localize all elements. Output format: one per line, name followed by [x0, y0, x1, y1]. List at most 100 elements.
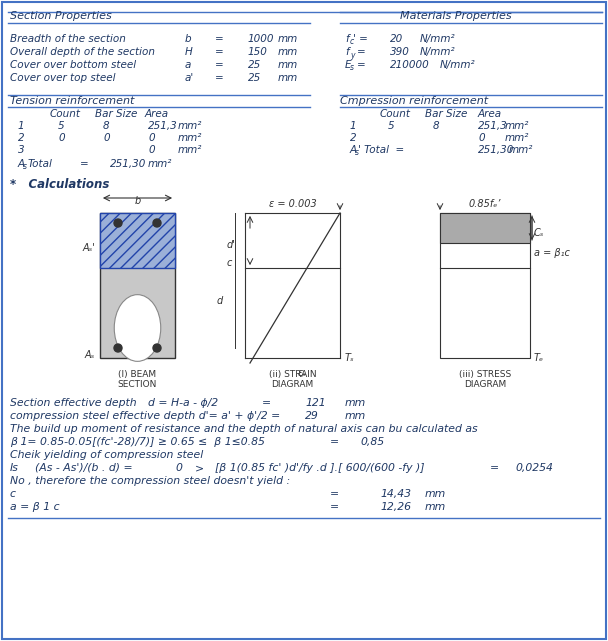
Text: No , therefore the compression steel doesn't yield :: No , therefore the compression steel doe…	[10, 476, 290, 486]
Text: 1000: 1000	[248, 34, 274, 44]
Text: [β 1(0.85 fc' )d'/fy .d ].[ 600/(600 -fy )]: [β 1(0.85 fc' )d'/fy .d ].[ 600/(600 -fy…	[215, 463, 424, 473]
Text: 1: 1	[350, 121, 357, 131]
Circle shape	[153, 344, 161, 352]
Text: Tₑ: Tₑ	[534, 353, 544, 363]
Text: mm²: mm²	[178, 145, 202, 155]
Text: 0: 0	[148, 133, 154, 143]
Text: (I) BEAM: (I) BEAM	[119, 370, 157, 379]
Text: 0: 0	[103, 133, 109, 143]
Text: 0: 0	[478, 133, 485, 143]
Text: 8: 8	[433, 121, 440, 131]
Text: mm: mm	[345, 411, 366, 421]
Text: Cmpression reinforcement: Cmpression reinforcement	[340, 96, 488, 106]
Text: Materials Properties: Materials Properties	[400, 11, 511, 21]
Text: compression steel effective depth d'= a' + ϕ'/2 =: compression steel effective depth d'= a'…	[10, 411, 280, 421]
Text: d = H-a - ϕ/2: d = H-a - ϕ/2	[148, 398, 218, 408]
Circle shape	[153, 219, 161, 227]
Text: 14,43: 14,43	[380, 489, 411, 499]
Text: Bar Size: Bar Size	[95, 109, 137, 119]
Text: Tₛ: Tₛ	[345, 353, 354, 363]
Text: mm: mm	[425, 489, 446, 499]
Text: c: c	[227, 258, 232, 269]
Text: A: A	[18, 159, 25, 169]
Text: Aₛ: Aₛ	[85, 350, 95, 360]
Text: DIAGRAM: DIAGRAM	[271, 380, 314, 389]
Text: mm²: mm²	[505, 121, 530, 131]
Text: 0,0254: 0,0254	[515, 463, 553, 473]
Text: N/mm²: N/mm²	[420, 47, 455, 57]
Text: d: d	[216, 296, 223, 306]
Text: 210000: 210000	[390, 60, 430, 70]
Text: f: f	[345, 47, 348, 57]
Bar	[440, 213, 530, 358]
Text: c: c	[10, 489, 16, 499]
Text: N/mm²: N/mm²	[420, 34, 455, 44]
Text: =: =	[357, 47, 366, 57]
Circle shape	[114, 219, 122, 227]
Text: Section effective depth: Section effective depth	[10, 398, 137, 408]
Text: 390: 390	[390, 47, 410, 57]
Text: Aₛ': Aₛ'	[82, 243, 95, 253]
Text: 25: 25	[248, 73, 261, 83]
Text: εₛ: εₛ	[298, 368, 307, 378]
Text: 12,26: 12,26	[380, 502, 411, 512]
Text: mm: mm	[278, 73, 299, 83]
Text: Total: Total	[28, 159, 53, 169]
Text: mm²: mm²	[148, 159, 173, 169]
Text: Tension reinforcement: Tension reinforcement	[10, 96, 134, 106]
Text: Is: Is	[10, 463, 19, 473]
Text: b: b	[185, 34, 192, 44]
Text: mm²: mm²	[509, 145, 533, 155]
Text: mm: mm	[278, 34, 299, 44]
Text: 29: 29	[305, 411, 319, 421]
Text: Cheik yielding of compression steel: Cheik yielding of compression steel	[10, 450, 203, 460]
Text: (ii) STRAIN: (ii) STRAIN	[269, 370, 316, 379]
Text: mm: mm	[345, 398, 366, 408]
Text: s: s	[355, 148, 359, 157]
Text: mm: mm	[278, 60, 299, 70]
Text: *   Calculations: * Calculations	[10, 178, 109, 191]
Text: 251,3: 251,3	[478, 121, 508, 131]
Text: Section Properties: Section Properties	[10, 11, 112, 21]
Text: d': d'	[227, 240, 236, 251]
Text: =: =	[215, 73, 224, 83]
Text: mm: mm	[278, 47, 299, 57]
Text: 2: 2	[18, 133, 25, 143]
Text: 251,3: 251,3	[148, 121, 178, 131]
Text: 0: 0	[175, 463, 182, 473]
Text: 121: 121	[305, 398, 326, 408]
Text: Area: Area	[145, 109, 169, 119]
Text: E: E	[345, 60, 351, 70]
Text: >: >	[195, 463, 204, 473]
Text: Count: Count	[50, 109, 81, 119]
Text: SECTION: SECTION	[118, 380, 157, 389]
Text: a = β₁c: a = β₁c	[534, 248, 570, 258]
Text: 150: 150	[248, 47, 268, 57]
Text: f: f	[345, 34, 348, 44]
Text: ' =: ' =	[353, 34, 368, 44]
Text: Count: Count	[380, 109, 411, 119]
Text: b: b	[134, 196, 140, 206]
Text: 0: 0	[58, 133, 64, 143]
Text: Cₛ: Cₛ	[534, 228, 544, 238]
Bar	[100, 213, 175, 358]
Text: Bar Size: Bar Size	[425, 109, 468, 119]
Text: 8: 8	[103, 121, 109, 131]
Text: H: H	[185, 47, 193, 57]
Text: =: =	[330, 437, 339, 447]
Text: A: A	[350, 145, 357, 155]
Text: c: c	[350, 38, 354, 47]
Text: mm²: mm²	[505, 133, 530, 143]
Bar	[100, 213, 175, 268]
Text: 251,30: 251,30	[478, 145, 514, 155]
Text: mm: mm	[425, 502, 446, 512]
Text: 251,30: 251,30	[110, 159, 147, 169]
Circle shape	[114, 344, 122, 352]
Text: ε = 0.003: ε = 0.003	[269, 199, 316, 209]
Text: =: =	[330, 502, 339, 512]
Text: =: =	[262, 398, 271, 408]
Text: =: =	[80, 159, 89, 169]
Text: =: =	[357, 60, 366, 70]
Text: Overall depth of the section: Overall depth of the section	[10, 47, 155, 57]
Text: Area: Area	[478, 109, 502, 119]
